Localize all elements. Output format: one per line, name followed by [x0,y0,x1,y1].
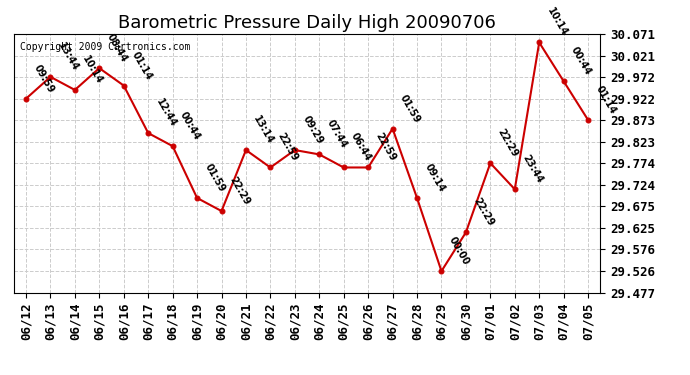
Text: 00:00: 00:00 [447,235,471,267]
Text: 10:14: 10:14 [81,54,105,86]
Text: 00:44: 00:44 [178,110,202,142]
Text: 06:44: 06:44 [349,132,373,164]
Text: 10:14: 10:14 [545,6,569,38]
Text: 22:29: 22:29 [471,196,495,228]
Text: Copyright 2009 Cartronics.com: Copyright 2009 Cartronics.com [19,42,190,51]
Text: 07:44: 07:44 [325,118,349,150]
Text: 23:44: 23:44 [520,153,544,185]
Text: 22:59: 22:59 [276,132,300,164]
Text: 08:44: 08:44 [105,32,129,64]
Text: 12:44: 12:44 [154,97,178,129]
Title: Barometric Pressure Daily High 20090706: Barometric Pressure Daily High 20090706 [118,14,496,32]
Text: 22:59: 22:59 [374,132,398,164]
Text: 13:14: 13:14 [252,114,276,146]
Text: 01:59: 01:59 [203,162,227,194]
Text: 01:14: 01:14 [593,84,618,116]
Text: 13:44: 13:44 [56,41,80,73]
Text: 09:59: 09:59 [32,63,56,94]
Text: 22:29: 22:29 [496,127,520,159]
Text: 09:14: 09:14 [422,162,446,194]
Text: 01:59: 01:59 [398,93,422,124]
Text: 01:14: 01:14 [129,50,153,81]
Text: 09:29: 09:29 [300,114,324,146]
Text: 00:44: 00:44 [569,45,593,77]
Text: 22:29: 22:29 [227,175,251,207]
